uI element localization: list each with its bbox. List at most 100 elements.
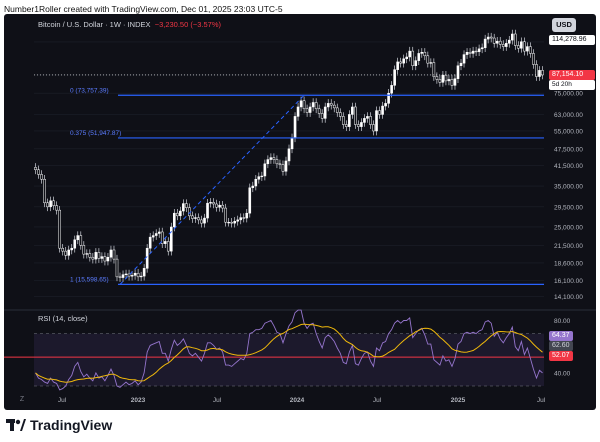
- candle-body: [185, 203, 188, 208]
- candle-body: [363, 118, 366, 123]
- candle-body: [176, 212, 179, 217]
- currency-button[interactable]: USD: [552, 18, 576, 32]
- candle-body: [314, 102, 318, 110]
- candle-body: [212, 202, 215, 205]
- candle-body: [456, 65, 460, 79]
- candle-body: [106, 256, 110, 262]
- candle-body: [278, 163, 282, 165]
- candle-body: [88, 253, 92, 258]
- candle-body: [49, 200, 52, 208]
- rsi-marker-tag: 52.07: [549, 351, 573, 361]
- x-tick-label: 2023: [131, 397, 146, 404]
- candle-body: [532, 53, 535, 65]
- candle-body: [170, 226, 173, 252]
- candle-body: [145, 247, 149, 269]
- candle-body: [215, 203, 218, 208]
- price-chart-svg[interactable]: 14,100.00 16,100.00 18,600.00 21,500.00 25,0…: [4, 14, 596, 410]
- top-price-label: 114,278.96: [549, 35, 595, 45]
- fib-level-label: 0 (73,757.39): [70, 87, 109, 94]
- candle-body: [245, 212, 249, 219]
- candle-body: [471, 50, 475, 54]
- candle-body: [517, 45, 520, 49]
- tradingview-logo-icon: [6, 419, 26, 431]
- candle-body: [115, 258, 119, 278]
- rsi-value-tag: 64.37: [549, 331, 573, 341]
- candle-body: [269, 157, 273, 160]
- candle-body: [67, 249, 71, 256]
- symbol-legend[interactable]: Bitcoin / U.S. Dollar · 1W · INDEX −3,23…: [38, 20, 221, 29]
- candle-body: [55, 205, 58, 211]
- rsi-title[interactable]: RSI (14, close): [38, 314, 88, 323]
- candle-body: [486, 36, 490, 40]
- candle-body: [79, 235, 83, 246]
- candle-body: [121, 274, 125, 278]
- candle-body: [492, 37, 496, 44]
- candle-body: [263, 163, 267, 177]
- candle-body: [441, 74, 445, 83]
- candle-body: [514, 33, 517, 46]
- candle-body: [275, 159, 279, 165]
- tradingview-logo[interactable]: TradingView: [6, 415, 112, 435]
- rsi-y-tick-label: 80.00: [554, 318, 571, 325]
- candle-body: [302, 100, 306, 110]
- candle-body: [163, 241, 167, 244]
- candle-body: [378, 110, 381, 115]
- candle-body: [64, 250, 67, 256]
- candle-body: [311, 102, 315, 108]
- chart-frame[interactable]: 14,100.00 16,100.00 18,600.00 21,500.00 25,0…: [4, 14, 596, 410]
- candle-body: [272, 157, 276, 160]
- candle-body: [209, 202, 212, 204]
- candle-body: [206, 202, 209, 219]
- candle-body: [197, 217, 200, 221]
- candle-body: [317, 108, 321, 114]
- y-tick-label: 63,000.00: [554, 112, 583, 119]
- candle-body: [182, 203, 185, 212]
- candle-body: [136, 272, 140, 278]
- candle-body: [157, 231, 161, 234]
- candle-body: [130, 275, 134, 277]
- candle-body: [251, 185, 255, 189]
- candle-body: [357, 124, 360, 127]
- candle-body: [369, 116, 372, 125]
- candle-body: [254, 178, 258, 187]
- candle-body: [402, 58, 405, 64]
- fib-level-label: 1 (15,598.65): [70, 276, 109, 283]
- candle-body: [203, 217, 206, 224]
- candle-body: [40, 174, 43, 180]
- rsi-y-tick-label: 40.00: [554, 370, 571, 377]
- candle-body: [191, 215, 194, 219]
- candle-body: [520, 41, 523, 49]
- candle-body: [387, 92, 390, 104]
- candle-body: [124, 273, 128, 275]
- candle-body: [396, 61, 399, 70]
- candle-body: [227, 221, 230, 224]
- candle-body: [242, 217, 246, 219]
- candle-body: [82, 245, 86, 255]
- candle-body: [112, 249, 116, 260]
- candle-body: [480, 47, 484, 50]
- candle-body: [459, 62, 463, 66]
- candle-body: [381, 105, 384, 115]
- candle-body: [405, 56, 408, 60]
- candle-body: [348, 114, 351, 127]
- candle-body: [305, 108, 309, 113]
- candle-body: [345, 124, 348, 127]
- y-tick-label: 14,100.00: [554, 294, 583, 301]
- candle-body: [504, 43, 508, 47]
- candle-body: [194, 217, 197, 219]
- y-tick-label: 47,500.00: [554, 146, 583, 153]
- candle-body: [320, 113, 324, 119]
- y-tick-label: 41,500.00: [554, 163, 583, 170]
- candle-body: [52, 200, 55, 206]
- candle-body: [326, 103, 330, 108]
- tradingview-brand: TradingView: [30, 417, 113, 433]
- candle-body: [351, 106, 354, 115]
- candle-body: [239, 217, 243, 221]
- candle-body: [495, 40, 499, 44]
- candle-body: [535, 64, 538, 77]
- y-tick-label: 29,500.00: [554, 204, 583, 211]
- candle-body: [151, 235, 155, 238]
- symbol-title: Bitcoin / U.S. Dollar · 1W · INDEX: [38, 20, 151, 29]
- zoom-icon[interactable]: Z: [19, 396, 25, 403]
- candle-body: [390, 85, 393, 94]
